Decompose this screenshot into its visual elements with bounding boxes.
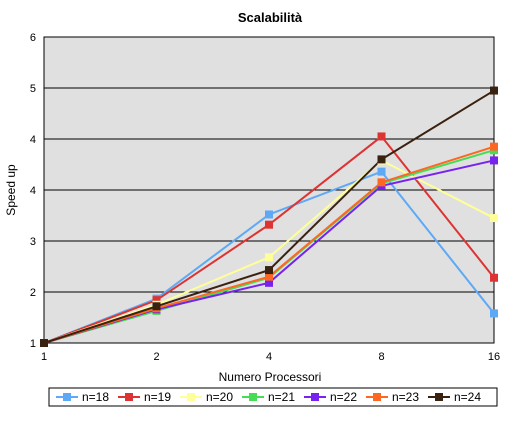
- data-point: [152, 302, 161, 311]
- legend-entry: n=23: [366, 390, 419, 404]
- data-point: [490, 156, 498, 165]
- x-tick-label: 16: [488, 351, 500, 363]
- y-tick-label: 4: [30, 134, 36, 146]
- x-axis-label: Numero Processori: [219, 370, 322, 384]
- data-point: [490, 273, 498, 282]
- series-lines: [40, 86, 498, 347]
- y-tick-label: 3: [30, 236, 36, 248]
- legend-marker: [373, 393, 381, 401]
- data-point: [265, 266, 273, 275]
- legend-marker: [435, 393, 443, 401]
- legend-entry: n=24: [428, 390, 481, 404]
- x-tick-label: 8: [378, 351, 384, 363]
- data-point: [490, 214, 498, 223]
- data-point: [40, 339, 48, 347]
- legend-entry: n=22: [304, 390, 357, 404]
- legend-entry: n=20: [180, 390, 233, 404]
- legend-label: n=22: [330, 390, 357, 404]
- y-tick-label: 6: [30, 32, 36, 44]
- data-point: [152, 296, 161, 305]
- legend-marker: [63, 393, 71, 401]
- data-point: [265, 210, 273, 219]
- legend-label: n=24: [454, 390, 481, 404]
- markers-n=24: [40, 86, 498, 347]
- y-tick-label: 1: [30, 338, 36, 350]
- data-point: [265, 278, 273, 287]
- legend-entry: n=21: [242, 390, 295, 404]
- legend-label: n=19: [144, 390, 171, 404]
- legend-label: n=20: [206, 390, 233, 404]
- data-point: [377, 178, 386, 187]
- x-tick-label: 4: [266, 351, 272, 363]
- legend-label: n=21: [268, 390, 295, 404]
- y-axis-label: Speed up: [4, 164, 18, 216]
- x-tick-label: 2: [153, 351, 159, 363]
- legend-marker: [311, 393, 319, 401]
- legend-label: n=23: [392, 390, 419, 404]
- data-point: [490, 309, 498, 318]
- y-tick-label: 4: [30, 185, 36, 197]
- data-point: [265, 253, 273, 262]
- legend-marker: [249, 393, 257, 401]
- legend-label: n=18: [82, 390, 109, 404]
- data-point: [265, 220, 273, 229]
- chart-title: Scalabilità: [238, 10, 303, 25]
- x-tick-labels: 1 2 4 8 16: [41, 351, 500, 363]
- data-point: [377, 132, 386, 141]
- y-tick-label: 5: [30, 83, 36, 95]
- x-tick-label: 1: [41, 351, 47, 363]
- data-point: [377, 167, 386, 176]
- legend-marker: [187, 393, 195, 401]
- y-tick-labels: 1 2 3 4 4 5 6: [30, 32, 36, 350]
- data-point: [377, 155, 386, 164]
- y-tick-label: 2: [30, 287, 36, 299]
- legend-marker: [125, 393, 133, 401]
- data-point: [490, 142, 498, 151]
- grid-lines: [44, 87, 494, 293]
- data-point: [490, 86, 498, 95]
- legend-entry: n=19: [118, 390, 171, 404]
- data-point: [265, 272, 273, 281]
- legend-entry: n=18: [56, 390, 109, 404]
- legend-box: [48, 387, 498, 407]
- legend: n=18 n=19 n=20 n=21 n=22 n=23 n=24: [56, 390, 481, 404]
